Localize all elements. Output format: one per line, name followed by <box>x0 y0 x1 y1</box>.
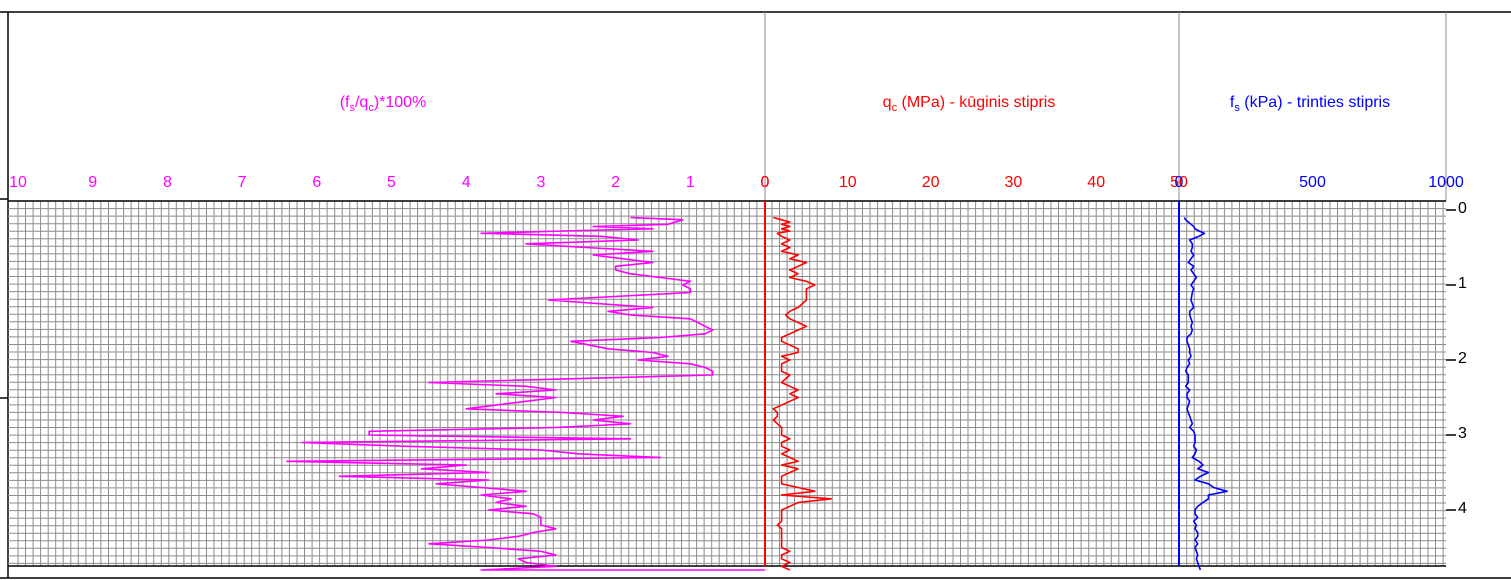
ratio-x-tick-label: 9 <box>88 174 98 191</box>
qc-x-tick-label: 50 <box>1170 174 1188 191</box>
qc-x-tick-label: 40 <box>1087 174 1106 191</box>
ratio-x-tick-label: 5 <box>387 174 396 191</box>
series-layer <box>286 201 1228 571</box>
ratio-x-tick-label: 10 <box>9 174 27 191</box>
ratio-x-tick-label: 2 <box>611 174 621 191</box>
ratio-x-tick-label: 0 <box>760 174 770 191</box>
fs-x-tick-label: 1000 <box>1428 174 1464 191</box>
grid-lines <box>8 200 1456 567</box>
depth-tick-label: 2 <box>1458 350 1467 367</box>
qc-x-tick-label: 10 <box>838 174 857 191</box>
depth-tick-label: 0 <box>1458 200 1467 217</box>
fs-panel-title: fs (kPa) - trinties stipris <box>1229 94 1391 115</box>
ratio-x-tick-label: 1 <box>685 174 695 191</box>
ratio-x-tick-label: 3 <box>536 174 546 191</box>
depth-tick-label: 4 <box>1458 500 1467 517</box>
fs-series-line <box>1183 217 1228 571</box>
ratio-x-tick-label: 7 <box>237 174 247 191</box>
qc-x-tick-label: 30 <box>1004 174 1023 191</box>
fs-x-tick-label: 500 <box>1299 174 1326 191</box>
qc-x-tick-label: 20 <box>921 174 940 191</box>
fs-x-tick-label: 0 <box>1174 174 1184 191</box>
qc-series-line <box>772 216 832 571</box>
ratio-panel-title: (fs/qc)*100% <box>339 94 427 115</box>
qc-panel-title: qc (MPa) - kūginis stipris <box>882 94 1056 115</box>
ratio-x-tick-label: 6 <box>312 174 322 191</box>
ratio-x-tick-label: 4 <box>461 174 471 191</box>
chart-frame <box>0 11 1511 579</box>
ratio-x-tick-label: 8 <box>162 174 172 191</box>
depth-tick-label: 3 <box>1458 425 1467 442</box>
depth-tick-label: 1 <box>1458 275 1467 292</box>
ratio-series-line <box>286 216 765 571</box>
qc-x-tick-label: 0 <box>760 174 770 191</box>
